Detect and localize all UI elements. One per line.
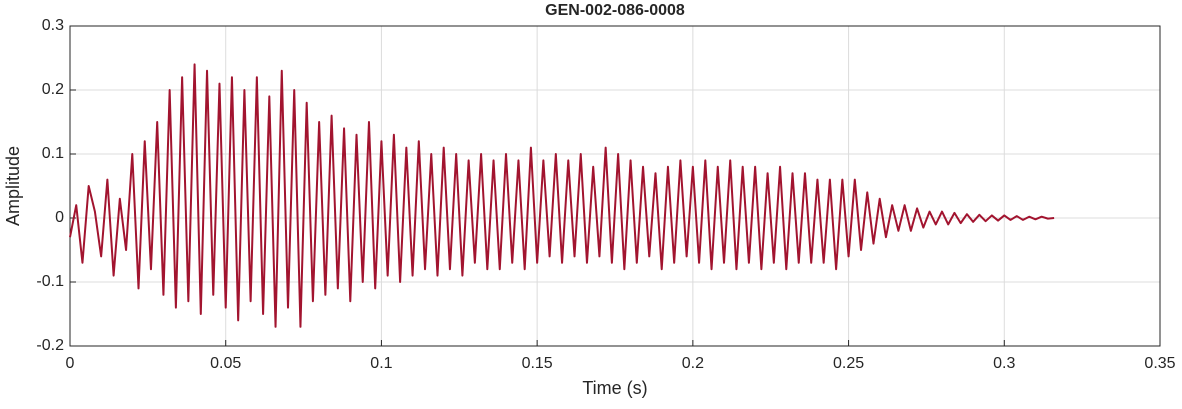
x-axis-label: Time (s)	[582, 378, 647, 398]
x-tick-label: 0.3	[993, 355, 1015, 372]
y-tick-label: 0.2	[42, 81, 64, 98]
y-tick-label: 0.1	[42, 145, 64, 162]
x-tick-label: 0.25	[833, 355, 864, 372]
y-tick-label: 0	[55, 209, 64, 226]
x-tick-label: 0.05	[210, 355, 241, 372]
y-axis-label: Amplitude	[3, 146, 23, 226]
x-tick-label: 0.1	[370, 355, 392, 372]
x-tick-label: 0.35	[1144, 355, 1175, 372]
y-tick-label: -0.2	[36, 337, 64, 354]
x-tick-label: 0	[66, 355, 75, 372]
plot-frame	[69, 25, 1161, 347]
waveform-line	[69, 63, 1055, 328]
y-tick-label: 0.3	[42, 17, 64, 34]
x-tick-label: 0.2	[682, 355, 704, 372]
y-tick-label: -0.1	[36, 273, 64, 290]
x-tick-label: 0.15	[522, 355, 553, 372]
chart-title: GEN-002-086-0008	[545, 2, 685, 19]
